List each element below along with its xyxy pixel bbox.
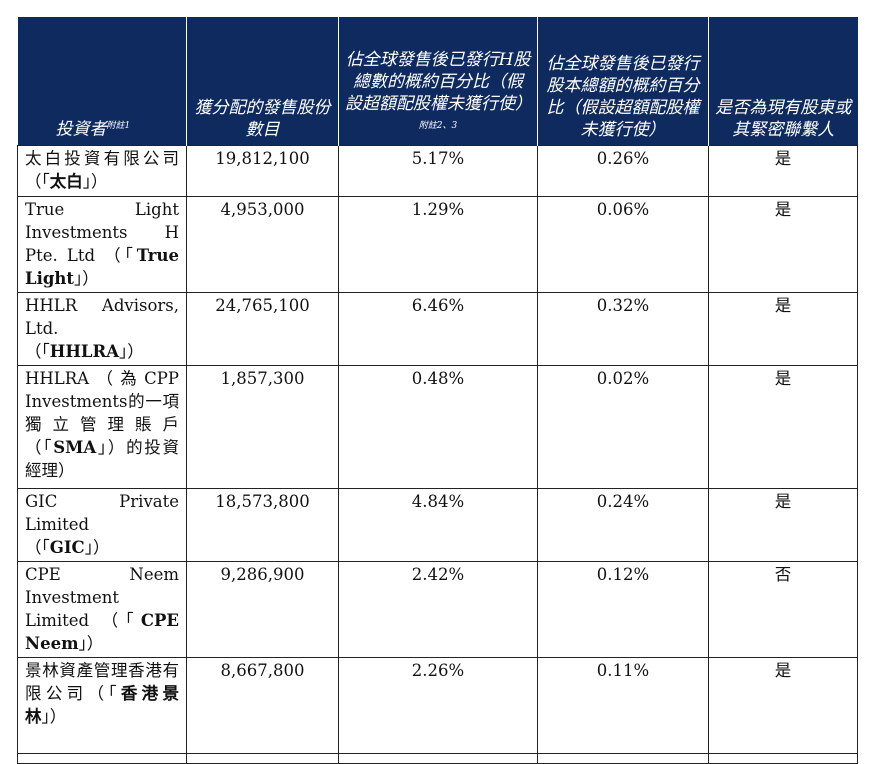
header-pct-h-note: 附註2、3 [418,120,458,131]
shares-cell: 8,667,800 [186,656,339,754]
header-related: 是否為現有股東或其緊密聯繫人 [708,17,858,145]
investor-name-cell: GIC Private Limited （「GIC」） [17,487,187,562]
related-cell: 是 [708,291,858,366]
pct-h-cell: 2.26% [338,656,538,754]
pct-h-cell: 0.48% [338,364,538,489]
header-pct-total: 佔全球發售後已發行股本總額的概約百分比（假設超額配股權未獲行使） [537,17,709,145]
table-row: True Light Investments H Pte. Ltd （「True… [17,195,858,293]
pct-h-cell: 2.42% [338,560,538,658]
shares-cell: 9,286,900 [186,560,339,658]
pct-h-cell: 4.84% [338,487,538,562]
header-pct-h: 佔全球發售後已發行H股總數的概約百分比（假設超額配股權未獲行使）附註2、3 [338,17,538,145]
table-header-row: 投資者附註1 獲分配的發售股份數目 佔全球發售後已發行H股總數的概約百分比（假設… [17,17,858,145]
table-row: HHLR Advisors, Ltd. （「HHLRA」） 24,765,100… [17,291,858,366]
pct-total-cell: 0.11% [537,656,709,754]
related-cell: 是 [708,487,858,562]
related-cell: 是 [708,364,858,489]
pct-h-cell: 5.17% [338,144,538,197]
investor-name-cell: HHLR Advisors, Ltd. （「HHLRA」） [17,291,187,366]
related-cell: 是 [708,195,858,293]
investor-name-cell: 景林資產管理香港有限公司（「香港景林」） [17,656,187,754]
pct-total-cell: 0.12% [537,560,709,658]
pct-total-cell: 0.26% [537,144,709,197]
pct-total-cell: 0.02% [537,364,709,489]
header-shares: 獲分配的發售股份數目 [186,17,339,145]
shares-cell: 24,765,100 [186,291,339,366]
shares-cell: 19,812,100 [186,144,339,197]
empty-cell [338,752,538,764]
shares-cell: 1,857,300 [186,364,339,489]
pct-total-cell: 0.24% [537,487,709,562]
empty-cell [537,752,709,764]
shares-cell: 4,953,000 [186,195,339,293]
investor-table: 投資者附註1 獲分配的發售股份數目 佔全球發售後已發行H股總數的概約百分比（假設… [17,17,858,764]
investor-name-cell: CPE Neem Investment Limited （「CPE Neem」） [17,560,187,658]
table-row: 太白投資有限公司（「太白」） 19,812,100 5.17% 0.26% 是 [17,144,858,197]
investor-name-cell: True Light Investments H Pte. Ltd （「True… [17,195,187,293]
table-row: GIC Private Limited （「GIC」） 18,573,800 4… [17,487,858,562]
related-cell: 是 [708,144,858,197]
empty-cell [17,752,187,764]
empty-cell [186,752,339,764]
pct-total-cell: 0.32% [537,291,709,366]
table-row: CPE Neem Investment Limited （「CPE Neem」）… [17,560,858,658]
pct-h-cell: 6.46% [338,291,538,366]
related-cell: 否 [708,560,858,658]
investor-name-cell: 太白投資有限公司（「太白」） [17,144,187,197]
header-investor: 投資者附註1 [17,17,187,145]
investor-name-cell: HHLRA（為CPP Investments的一項獨立管理賬戶（「SMA」）的投… [17,364,187,489]
table-row-cut [17,752,858,764]
related-cell: 是 [708,656,858,754]
shares-cell: 18,573,800 [186,487,339,562]
header-investor-note: 附註1 [106,120,131,131]
pct-h-cell: 1.29% [338,195,538,293]
table-row: 景林資產管理香港有限公司（「香港景林」） 8,667,800 2.26% 0.1… [17,656,858,754]
table-row: HHLRA（為CPP Investments的一項獨立管理賬戶（「SMA」）的投… [17,364,858,489]
empty-cell [708,752,858,764]
pct-total-cell: 0.06% [537,195,709,293]
